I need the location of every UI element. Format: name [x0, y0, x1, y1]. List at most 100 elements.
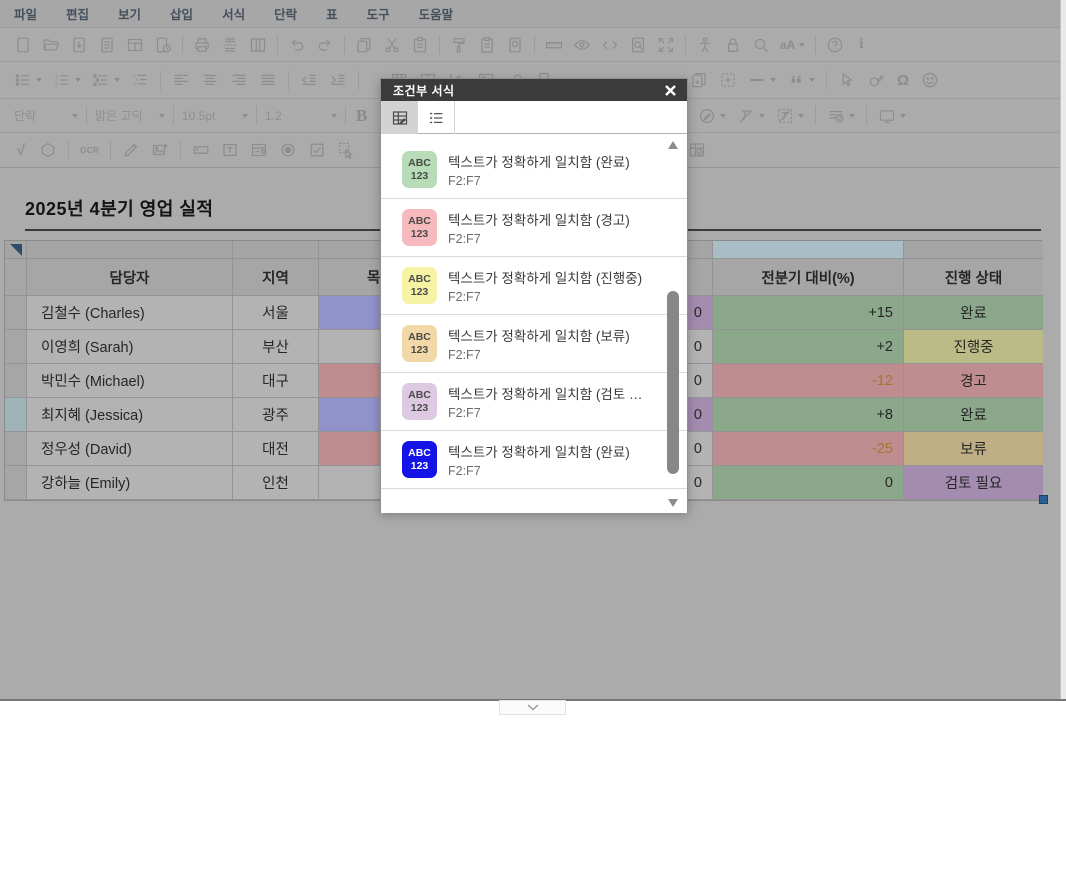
info-button[interactable]: i — [854, 36, 868, 54]
cell-delta[interactable]: +8 — [713, 398, 904, 432]
cell-manager[interactable]: 정우성 (David) — [27, 432, 233, 466]
clear-format-all-button[interactable] — [776, 107, 804, 125]
cell-region[interactable]: 대전 — [233, 432, 319, 466]
align-justify-button[interactable] — [259, 71, 277, 89]
row-strip-1[interactable] — [5, 296, 27, 330]
column-strip-5[interactable] — [713, 241, 904, 259]
quote-button[interactable] — [787, 71, 815, 89]
select-cursor-button[interactable] — [838, 71, 856, 89]
bold-button[interactable]: B — [356, 105, 368, 125]
dialog-scrollbar[interactable] — [666, 139, 680, 509]
multilevel-list-button[interactable] — [92, 71, 120, 89]
toolbar-collapse-button[interactable] — [499, 700, 566, 715]
font-size-select[interactable]: 10.5pt — [182, 105, 248, 127]
help-button[interactable] — [826, 36, 844, 54]
copy-button[interactable] — [355, 36, 373, 54]
display-view-button[interactable] — [878, 107, 906, 125]
header-cell-2[interactable]: 지역 — [233, 259, 319, 296]
layout-grid-button[interactable] — [126, 36, 144, 54]
columns-button[interactable] — [249, 36, 267, 54]
lock-button[interactable] — [724, 36, 742, 54]
font-case-button[interactable]: aA — [780, 36, 806, 54]
emoji-button[interactable] — [921, 71, 939, 89]
row-strip-4[interactable] — [5, 398, 27, 432]
align-right-button[interactable] — [230, 71, 248, 89]
undo-button[interactable] — [288, 36, 306, 54]
outdent-button[interactable] — [300, 71, 318, 89]
checkbox-button[interactable] — [308, 141, 326, 159]
cell-status[interactable]: 완료 — [904, 398, 1043, 432]
paragraph-style-select[interactable]: 단락 — [14, 105, 78, 127]
cell-manager[interactable]: 이영희 (Sarah) — [27, 330, 233, 364]
form-layout-button[interactable] — [250, 141, 268, 159]
format-painter-button[interactable] — [450, 36, 468, 54]
save-document-button[interactable] — [70, 36, 88, 54]
cell-manager[interactable]: 박민수 (Michael) — [27, 364, 233, 398]
editor-scrollbar[interactable] — [1060, 0, 1066, 699]
horizontal-line-button[interactable] — [748, 71, 776, 89]
cell-delta[interactable]: 0 — [713, 466, 904, 500]
print-button[interactable] — [193, 36, 211, 54]
rule-item-2[interactable]: ABC 123 텍스트가 정확하게 일치함 (경고) F2:F7 — [381, 199, 687, 257]
cell-status[interactable]: 완료 — [904, 296, 1043, 330]
image-add-button[interactable] — [151, 141, 169, 159]
cell-region[interactable]: 광주 — [233, 398, 319, 432]
rule-item-1[interactable]: ABC 123 텍스트가 정확하게 일치함 (완료) F2:F7 — [381, 141, 687, 199]
cell-region[interactable]: 인천 — [233, 466, 319, 500]
font-family-select[interactable]: 맑은 고딕 — [95, 105, 165, 127]
header-cell-5[interactable]: 전분기 대비(%) — [713, 259, 904, 296]
omega-button[interactable]: Ω — [896, 71, 910, 89]
cell-status[interactable]: 경고 — [904, 364, 1043, 398]
rule-item-5[interactable]: ABC 123 텍스트가 정확하게 일치함 (검토 필… F2:F7 — [381, 373, 687, 431]
cell-manager[interactable]: 최지혜 (Jessica) — [27, 398, 233, 432]
table-resize-handle[interactable] — [1039, 495, 1048, 504]
row-strip-2[interactable] — [5, 330, 27, 364]
row-strip-3[interactable] — [5, 364, 27, 398]
cell-status[interactable]: 진행중 — [904, 330, 1043, 364]
table-style-button[interactable] — [827, 107, 855, 125]
scrollbar-thumb[interactable] — [667, 291, 679, 474]
document-search-button[interactable] — [629, 36, 647, 54]
document-stamp-button[interactable] — [506, 36, 524, 54]
search-button[interactable] — [752, 36, 770, 54]
menu-item-help[interactable]: 도움말 — [418, 8, 454, 22]
cell-manager[interactable]: 강하늘 (Emily) — [27, 466, 233, 500]
conditional-format-button[interactable] — [688, 141, 706, 159]
clipboard-button[interactable] — [478, 36, 496, 54]
open-folder-button[interactable] — [42, 36, 60, 54]
table-select-corner[interactable] — [5, 241, 27, 259]
placeholder-button[interactable] — [719, 71, 737, 89]
header-cell-6[interactable]: 진행 상태 — [904, 259, 1043, 296]
draw-shape-button[interactable] — [867, 71, 885, 89]
cell-delta[interactable]: -12 — [713, 364, 904, 398]
row-strip-header[interactable] — [5, 259, 27, 296]
rule-item-3[interactable]: ABC 123 텍스트가 정확하게 일치함 (진행중) F2:F7 — [381, 257, 687, 315]
ruler-button[interactable] — [545, 36, 563, 54]
rule-item-6[interactable]: ABC 123 텍스트가 정확하게 일치함 (완료) F2:F7 — [381, 431, 687, 489]
accessibility-button[interactable] — [696, 36, 714, 54]
paste-button[interactable] — [411, 36, 429, 54]
menu-item-table[interactable]: 표 — [326, 8, 338, 22]
header-cell-1[interactable]: 담당자 — [27, 259, 233, 296]
scroll-up-icon[interactable] — [668, 141, 678, 149]
redo-button[interactable] — [316, 36, 334, 54]
dialog-header[interactable]: 조건부 서식 — [381, 79, 687, 101]
column-strip-6[interactable] — [904, 241, 1043, 259]
rule-item-4[interactable]: ABC 123 텍스트가 정확하게 일치함 (보류) F2:F7 — [381, 315, 687, 373]
shape-hexagon-button[interactable] — [39, 141, 57, 159]
menu-item-view[interactable]: 보기 — [118, 8, 142, 22]
input-field-button[interactable] — [221, 141, 239, 159]
document-text-button[interactable] — [98, 36, 116, 54]
sqrt-button[interactable]: √ — [14, 141, 28, 159]
menu-item-edit[interactable]: 편집 — [66, 8, 90, 22]
align-center-button[interactable] — [201, 71, 219, 89]
column-strip-2[interactable] — [233, 241, 319, 259]
row-strip-5[interactable] — [5, 432, 27, 466]
menu-item-tools[interactable]: 도구 — [366, 8, 390, 22]
draw-pencil-button[interactable] — [122, 141, 140, 159]
scroll-down-icon[interactable] — [668, 499, 678, 507]
radio-button-button[interactable] — [279, 141, 297, 159]
cell-region[interactable]: 부산 — [233, 330, 319, 364]
